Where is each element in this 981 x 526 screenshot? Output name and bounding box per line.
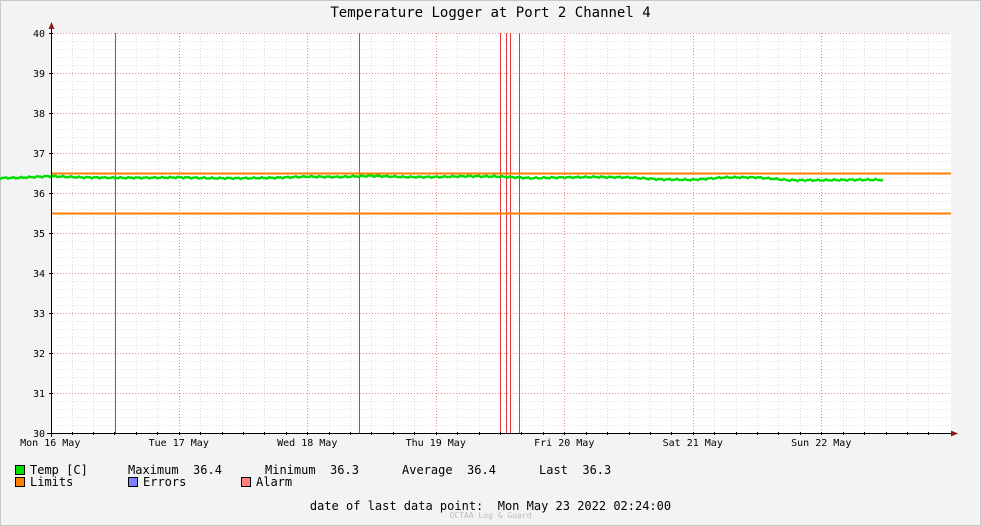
x-tick-label: Thu 19 May — [406, 438, 466, 449]
x-tick-label: Sun 22 May — [791, 438, 851, 449]
y-tick-label: 34 — [33, 269, 45, 280]
y-axis-arrow-icon — [48, 22, 55, 29]
y-tick-label: 31 — [33, 389, 45, 400]
errors-swatch-icon — [128, 477, 138, 487]
stat-last-value: 36.3 — [582, 463, 612, 477]
stat-average-label: Average — [402, 463, 453, 477]
legend-item-limits: Limits — [15, 475, 128, 489]
y-tick-label: 32 — [33, 349, 45, 360]
stat-maximum: Maximum 36.4 — [128, 463, 265, 477]
x-axis-arrow-icon — [951, 430, 958, 437]
chart-title: Temperature Logger at Port 2 Channel 4 — [330, 5, 651, 21]
stat-average-value: 36.4 — [467, 463, 496, 477]
legend-row-status: Limits Errors Alarm — [15, 475, 292, 489]
y-tick-label: 30 — [33, 429, 45, 440]
stat-last-label: Last — [539, 463, 568, 477]
series-lines — [0, 174, 883, 183]
stat-maximum-label: Maximum — [128, 463, 179, 477]
stat-last: Last 36.3 — [539, 463, 611, 477]
y-tick-labels: 30 31 32 33 34 35 36 37 38 39 40 — [33, 29, 45, 440]
stat-maximum-value: 36.4 — [193, 463, 222, 477]
legend-item-temp: Temp [C] — [15, 463, 128, 477]
legend-temp-label: Temp [C] — [30, 463, 88, 477]
alarm-swatch-icon — [241, 477, 251, 487]
stat-minimum-label: Minimum — [265, 463, 316, 477]
watermark: OCTAA Log & Guard — [449, 511, 532, 520]
x-tick-labels: Mon 16 May Tue 17 May Wed 18 May Thu 19 May… — [20, 438, 851, 449]
limit-lines — [51, 172, 951, 215]
y-tick-label: 37 — [33, 149, 45, 160]
y-tick-label: 36 — [33, 189, 45, 200]
x-tick-label: Wed 18 May — [277, 438, 337, 449]
axes — [47, 22, 958, 437]
x-tick-label: Mon 16 May — [20, 438, 80, 449]
stat-minimum-value: 36.3 — [330, 463, 359, 477]
stat-average: Average 36.4 — [402, 463, 539, 477]
x-tick-label: Tue 17 May — [149, 438, 209, 449]
x-tick-label: Sat 21 May — [663, 438, 723, 449]
legend-item-errors: Errors — [128, 475, 241, 489]
limits-swatch-icon — [15, 477, 25, 487]
y-tick-label: 38 — [33, 109, 45, 120]
temp-series-line — [0, 174, 883, 183]
stat-minimum: Minimum 36.3 — [265, 463, 402, 477]
last-data-point: date of last data point: Mon May 23 2022… — [0, 499, 981, 513]
temp-swatch-icon — [15, 465, 25, 475]
last-point-label: date of last data point: — [309, 499, 484, 513]
x-tick-label: Fri 20 May — [534, 438, 594, 449]
y-tick-label: 40 — [33, 29, 45, 40]
legend-row-temp: Temp [C] Maximum 36.4 Minimum 36.3 Average … — [15, 463, 611, 477]
legend-item-alarm: Alarm — [241, 475, 292, 489]
y-tick-label: 35 — [33, 229, 45, 240]
legend-alarm-label: Alarm — [256, 475, 293, 489]
alarm-event-lines — [115, 33, 520, 433]
legend-limits-label: Limits — [30, 475, 74, 489]
last-point-value: Mon May 23 2022 02:24:00 — [497, 499, 672, 513]
y-tick-label: 33 — [33, 309, 45, 320]
legend-errors-label: Errors — [143, 475, 187, 489]
y-tick-label: 39 — [33, 69, 45, 80]
